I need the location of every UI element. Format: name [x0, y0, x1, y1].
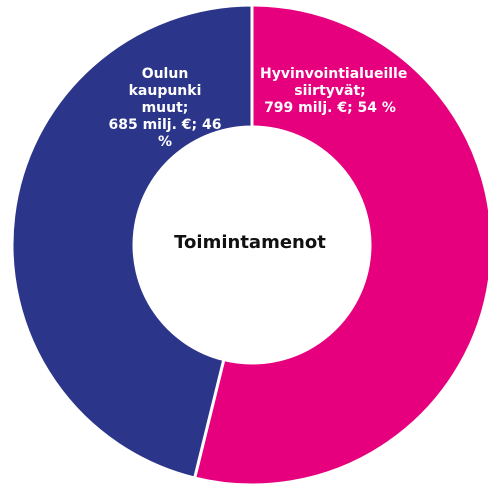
value-label: 685 milj. €; 46 %: [108, 117, 222, 150]
chart-title: Toimintamenot: [174, 232, 326, 253]
donut-slice: [10, 3, 254, 480]
category-label: Hyvinvointialueille siirtyvät;: [260, 66, 408, 99]
category-label: Oulun kaupunki muut;: [128, 66, 202, 116]
slice-label: Oulun kaupunki muut; 685 milj. €; 46 %: [85, 66, 245, 151]
slice-label: Hyvinvointialueille siirtyvät; 799 milj. …: [250, 66, 410, 117]
donut-slice: [192, 3, 488, 486]
value-label: 799 milj. €; 54 %: [264, 100, 396, 116]
